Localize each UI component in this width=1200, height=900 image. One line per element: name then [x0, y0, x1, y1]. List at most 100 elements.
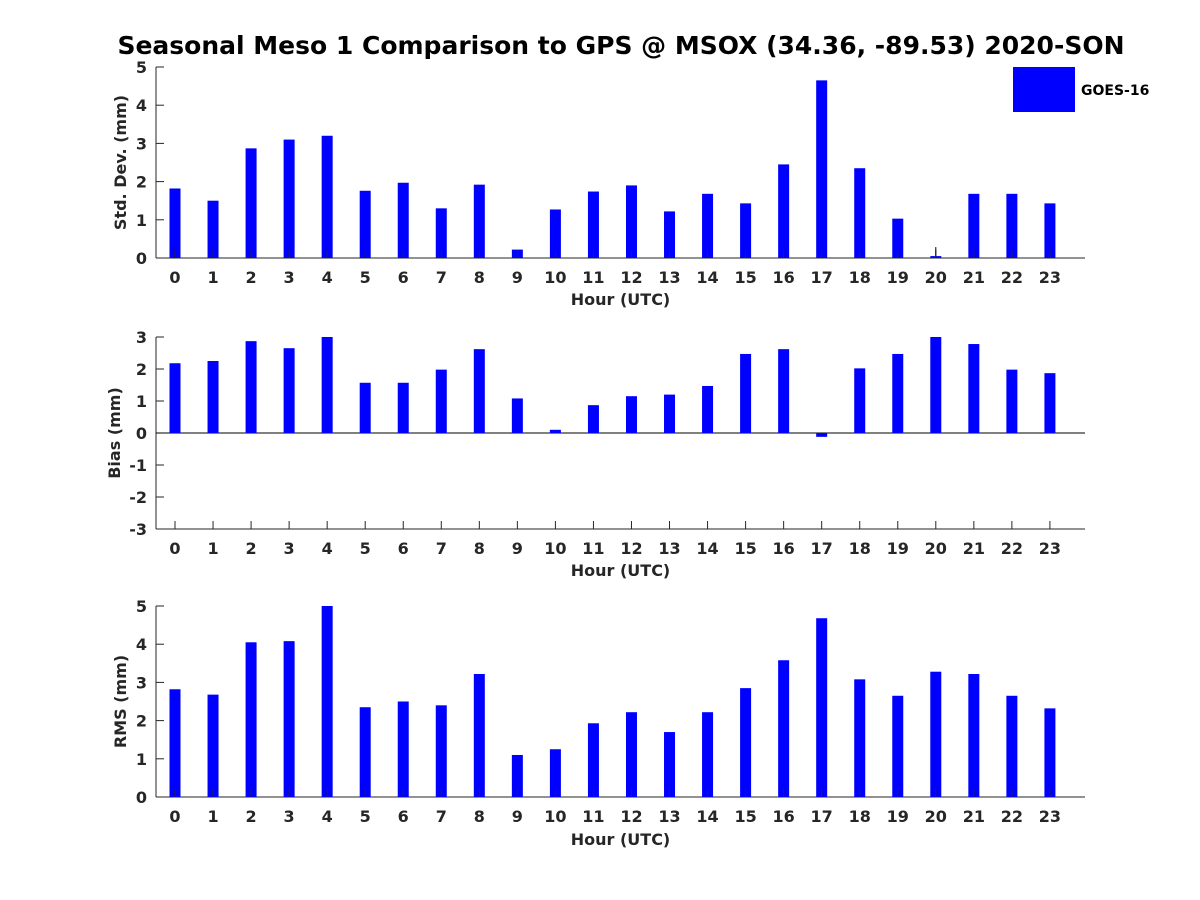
- bar-hour-9: [511, 754, 523, 797]
- bar-hour-19: [892, 353, 904, 433]
- x-tick-label: 3: [284, 539, 295, 558]
- y-tick-label: 3: [136, 673, 147, 692]
- y-tick-label: -2: [129, 488, 147, 507]
- x-tick-label: 13: [658, 268, 680, 287]
- x-tick-label: 10: [544, 539, 566, 558]
- bar-hour-9: [511, 398, 523, 433]
- bar-hour-12: [625, 396, 637, 433]
- bar-hour-14: [702, 193, 714, 258]
- x-tick-label: 14: [696, 268, 718, 287]
- y-tick-label: 4: [136, 96, 147, 115]
- bar-hour-0: [169, 363, 181, 433]
- x-tick-label: 4: [322, 268, 333, 287]
- x-tick-label: 22: [1001, 539, 1023, 558]
- x-tick-label: 15: [734, 539, 756, 558]
- bar-hour-13: [664, 732, 676, 797]
- x-tick-label: 2: [246, 539, 257, 558]
- bar-hour-17: [816, 618, 828, 797]
- x-tick-label: 11: [582, 268, 604, 287]
- x-tick-label: 6: [398, 807, 409, 826]
- bar-hour-2: [245, 341, 257, 433]
- x-tick-label: 6: [398, 268, 409, 287]
- x-tick-label: 15: [734, 268, 756, 287]
- x-tick-label: 17: [811, 268, 833, 287]
- bar-hour-10: [549, 749, 561, 797]
- x-tick-label: 20: [925, 807, 947, 826]
- x-tick-label: 10: [544, 268, 566, 287]
- x-tick-label: 2: [246, 268, 257, 287]
- x-tick-label: 3: [284, 807, 295, 826]
- x-tick-label: 3: [284, 268, 295, 287]
- bar-hour-5: [359, 382, 371, 433]
- bar-hour-17: [816, 80, 828, 259]
- bar-hour-3: [283, 139, 295, 258]
- y-axis-label: Std. Dev. (mm): [111, 95, 130, 230]
- x-tick-label: 14: [696, 807, 718, 826]
- bar-hour-16: [778, 164, 790, 258]
- bar-hour-7: [435, 369, 447, 433]
- x-tick-label: 19: [887, 807, 909, 826]
- bar-hour-2: [245, 642, 257, 797]
- bar-hour-11: [587, 405, 599, 433]
- bar-hour-19: [892, 218, 904, 258]
- bar-hour-23: [1044, 373, 1056, 433]
- bar-hour-13: [664, 211, 676, 258]
- x-tick-label: 0: [169, 807, 180, 826]
- x-tick-label: 19: [887, 539, 909, 558]
- bar-hour-18: [854, 168, 866, 258]
- x-tick-label: 0: [169, 539, 180, 558]
- y-axis-label: RMS (mm): [111, 655, 130, 748]
- x-tick-label: 5: [360, 807, 371, 826]
- bar-hour-19: [892, 695, 904, 797]
- x-tick-label: 1: [207, 539, 218, 558]
- bar-hour-6: [397, 182, 409, 258]
- y-tick-label: 1: [136, 392, 147, 411]
- legend: GOES-16: [1013, 67, 1149, 112]
- y-tick-label: 5: [136, 597, 147, 616]
- y-tick-label: 5: [136, 58, 147, 77]
- x-tick-label: 15: [734, 807, 756, 826]
- x-tick-label: 21: [963, 539, 985, 558]
- bar-hour-12: [625, 712, 637, 797]
- bar-hour-4: [321, 135, 333, 258]
- x-tick-label: 23: [1039, 807, 1061, 826]
- y-axis-label: Bias (mm): [105, 387, 124, 479]
- bar-hour-21: [968, 344, 980, 433]
- x-tick-label: 17: [811, 807, 833, 826]
- x-tick-label: 7: [436, 807, 447, 826]
- x-tick-label: 10: [544, 807, 566, 826]
- bar-hour-15: [740, 203, 752, 258]
- x-tick-label: 0: [169, 268, 180, 287]
- bar-hour-2: [245, 148, 257, 258]
- x-tick-label: 17: [811, 539, 833, 558]
- y-tick-label: 2: [136, 173, 147, 192]
- bar-hour-21: [968, 193, 980, 258]
- bar-hour-4: [321, 606, 333, 797]
- bar-hour-22: [1006, 695, 1018, 797]
- bar-hour-3: [283, 348, 295, 433]
- x-tick-label: 13: [658, 539, 680, 558]
- y-tick-label: 0: [136, 249, 147, 268]
- bar-hour-13: [664, 394, 676, 433]
- y-tick-label: 3: [136, 134, 147, 153]
- bar-hour-10: [549, 429, 561, 433]
- x-tick-label: 1: [207, 807, 218, 826]
- x-tick-label: 12: [620, 807, 642, 826]
- x-tick-label: 20: [925, 268, 947, 287]
- y-tick-label: 1: [136, 750, 147, 769]
- x-tick-label: 12: [620, 268, 642, 287]
- chart-title: Seasonal Meso 1 Comparison to GPS @ MSOX…: [117, 31, 1124, 60]
- x-tick-label: 16: [773, 539, 795, 558]
- bar-hour-18: [854, 368, 866, 433]
- y-tick-label: -1: [129, 456, 147, 475]
- x-tick-label: 23: [1039, 268, 1061, 287]
- bar-hour-12: [625, 185, 637, 258]
- x-axis-label: Hour (UTC): [571, 290, 671, 309]
- x-tick-label: 22: [1001, 268, 1023, 287]
- x-tick-label: 6: [398, 539, 409, 558]
- x-tick-label: 4: [322, 539, 333, 558]
- bar-hour-3: [283, 641, 295, 797]
- x-tick-label: 13: [658, 807, 680, 826]
- x-axis-label: Hour (UTC): [571, 561, 671, 580]
